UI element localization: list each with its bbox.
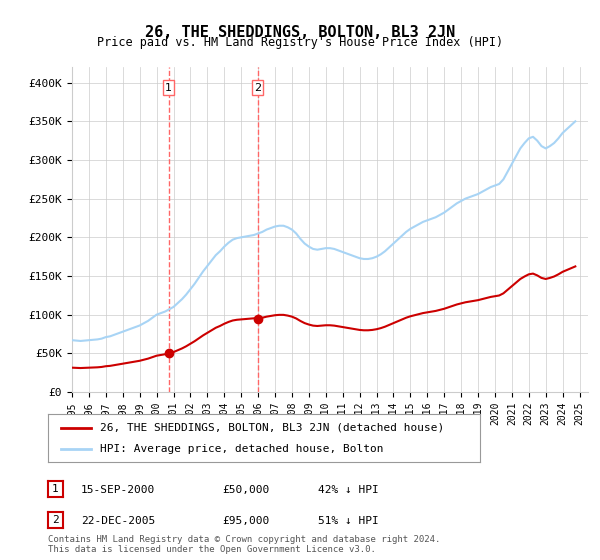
Text: 26, THE SHEDDINGS, BOLTON, BL3 2JN (detached house): 26, THE SHEDDINGS, BOLTON, BL3 2JN (deta…: [100, 423, 444, 433]
Text: 1: 1: [165, 83, 172, 92]
Text: 42% ↓ HPI: 42% ↓ HPI: [318, 485, 379, 495]
Text: HPI: Average price, detached house, Bolton: HPI: Average price, detached house, Bolt…: [100, 444, 383, 454]
Text: Price paid vs. HM Land Registry's House Price Index (HPI): Price paid vs. HM Land Registry's House …: [97, 36, 503, 49]
Text: 15-SEP-2000: 15-SEP-2000: [81, 485, 155, 495]
Text: £50,000: £50,000: [222, 485, 269, 495]
Text: 1: 1: [52, 484, 59, 494]
Text: £95,000: £95,000: [222, 516, 269, 526]
Text: 51% ↓ HPI: 51% ↓ HPI: [318, 516, 379, 526]
Text: 22-DEC-2005: 22-DEC-2005: [81, 516, 155, 526]
Text: 2: 2: [52, 515, 59, 525]
Text: 26, THE SHEDDINGS, BOLTON, BL3 2JN: 26, THE SHEDDINGS, BOLTON, BL3 2JN: [145, 25, 455, 40]
Text: Contains HM Land Registry data © Crown copyright and database right 2024.
This d: Contains HM Land Registry data © Crown c…: [48, 535, 440, 554]
Text: 2: 2: [254, 83, 261, 92]
